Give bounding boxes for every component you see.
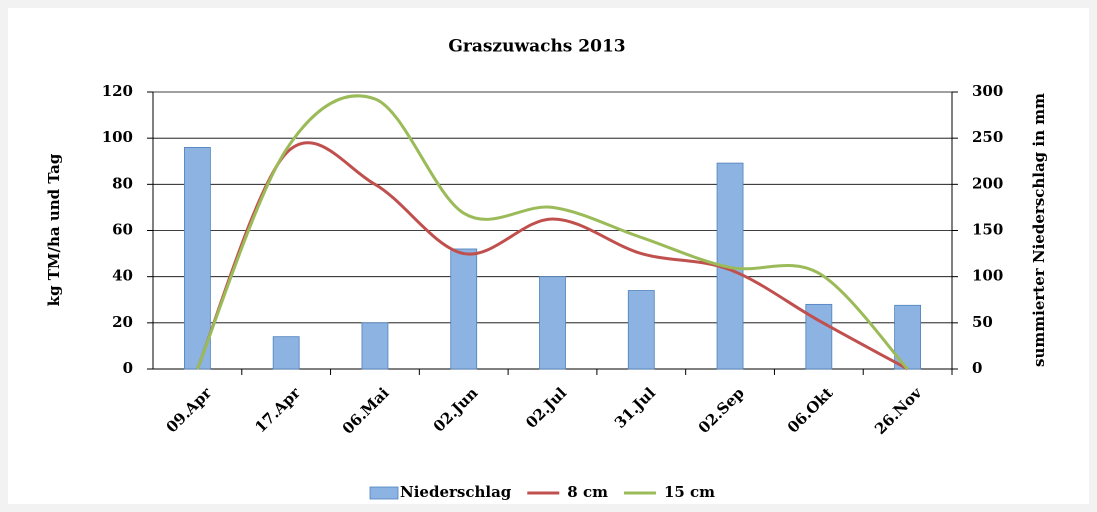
y2-tick-label: 200	[972, 174, 1003, 192]
y-tick-label: 120	[102, 82, 133, 100]
y2-tick-label: 150	[972, 221, 1003, 239]
legend-label: 15 cm	[664, 483, 715, 501]
bar	[361, 322, 389, 370]
bar	[805, 303, 833, 370]
y-tick-label: 40	[112, 267, 133, 285]
y2-tick-label: 250	[972, 128, 1003, 146]
y-tick-label: 60	[112, 221, 133, 239]
bar	[627, 290, 655, 370]
line	[195, 94, 909, 371]
y2-axis-label: summierter Niederschlag in mm	[1030, 93, 1048, 367]
y2-tick-label: 50	[972, 313, 993, 331]
bar	[539, 276, 566, 370]
chart-title: Graszuwachs 2013	[448, 37, 625, 57]
bar	[272, 336, 300, 370]
y2-tick-label: 0	[972, 359, 982, 377]
y2-tick-label: 100	[972, 267, 1003, 285]
y-tick-label: 0	[123, 359, 133, 377]
y-tick-label: 20	[112, 313, 133, 331]
line	[196, 141, 909, 371]
bar	[183, 146, 211, 370]
y2-tick-label: 300	[972, 82, 1003, 100]
legend-swatch	[369, 486, 399, 500]
y-tick-label: 80	[112, 174, 133, 192]
legend-label: Niederschlag	[400, 483, 512, 501]
y-axis-label: kg TM/ha und Tag	[45, 153, 63, 306]
bar	[450, 248, 478, 370]
y-tick-label: 100	[102, 128, 133, 146]
legend-label: 8 cm	[567, 483, 608, 501]
